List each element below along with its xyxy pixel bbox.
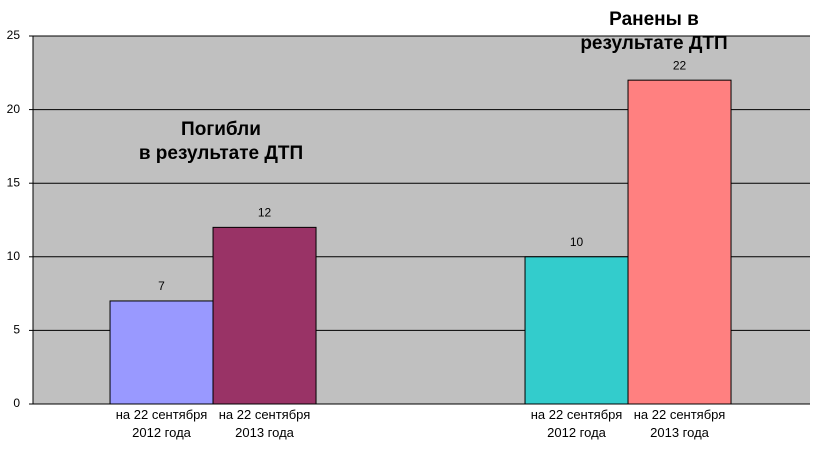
data-label: 10: [570, 235, 584, 249]
y-tick-label: 10: [7, 249, 21, 263]
x-tick-label: на 22 сентября 2012 года: [530, 407, 623, 440]
y-tick-label: 25: [7, 28, 21, 42]
y-tick-label: 5: [13, 323, 20, 337]
bar: [524, 256, 629, 405]
y-tick-label: 0: [13, 396, 20, 410]
data-label: 7: [158, 279, 165, 293]
data-label: 22: [673, 58, 687, 72]
data-label: 12: [258, 206, 272, 220]
annotation: Ранены в результате ДТП: [580, 9, 728, 54]
x-tick-label: на 22 сентября 2012 года: [115, 407, 208, 440]
y-tick-label: 15: [7, 175, 21, 189]
bar: [109, 300, 214, 405]
y-tick-label: 20: [7, 102, 21, 116]
bar: [627, 79, 732, 405]
bar: [212, 226, 317, 405]
x-tick-label: на 22 сентября 2013 года: [218, 407, 311, 440]
annotation: Погибли в результате ДТП: [138, 119, 304, 164]
x-tick-label: на 22 сентября 2013 года: [633, 407, 726, 440]
